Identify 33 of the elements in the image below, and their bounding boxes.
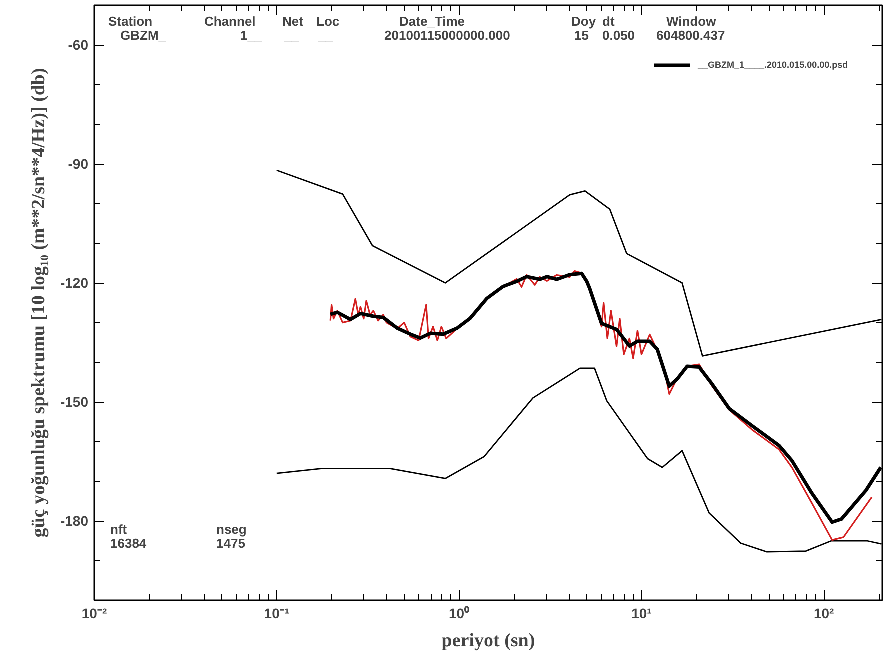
annotation: 604800.437 [656,28,726,43]
annotation: dt [602,14,616,29]
y-tick-label: -180 [60,513,89,530]
annotation: Channel [204,14,256,29]
annotation: 1__ [240,28,263,43]
annotation: 20100115000000.000 [384,28,510,43]
annotation: Window [666,14,718,29]
y-axis-title: güç yoğunluğu spektrumu [10 log₁₀ (m**2/sn**4/Hz)] (db) [28,68,50,538]
annotation: 16384 [110,536,148,551]
x-axis-title: periyot (sn) [442,630,536,652]
annotation: Loc [316,14,340,29]
y-tick-label: -60 [68,37,89,54]
y-tick-label: -90 [68,156,89,172]
x-tick-label: 10⁻¹ [264,606,290,622]
annotation: Date_Time [400,14,466,29]
x-tick-label: 10¹ [632,606,652,622]
annotation: Doy [572,14,597,29]
x-tick-label: 10⁻² [82,606,108,622]
legend-label: __GBZM_1____.2010.015.00.00.psd [698,60,848,70]
annotation: Station [108,14,153,29]
annotation: nft [110,522,128,537]
x-tick-label: 10⁰ [449,606,470,622]
y-tick-label: -150 [60,394,89,410]
annotation: 0.050 [602,28,636,43]
annotation: 1475 [216,536,246,551]
y-tick-label: -120 [60,275,89,292]
annotation: 15 [574,28,589,43]
annotation: nseg [216,522,247,537]
x-tick-label: 10² [814,606,835,622]
annotation: __ [318,28,334,43]
annotation: GBZM_ [120,28,167,43]
annotation: __ [284,28,300,43]
annotation: Net [282,14,304,29]
